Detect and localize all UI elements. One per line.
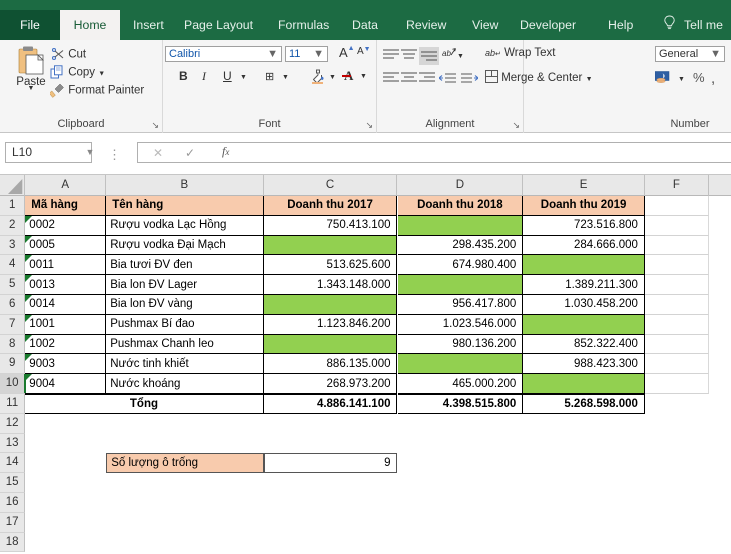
svg-text:ab: ab [442,49,451,58]
